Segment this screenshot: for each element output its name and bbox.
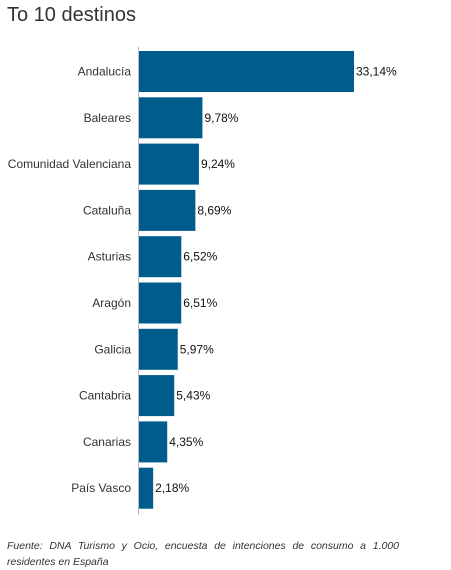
bar-galicia bbox=[139, 328, 178, 370]
value-label: 6,52% bbox=[183, 250, 217, 264]
bar-cantabria bbox=[139, 375, 175, 417]
value-label: 2,18% bbox=[155, 481, 189, 495]
category-label: Galicia bbox=[94, 342, 131, 356]
value-label: 8,69% bbox=[197, 203, 231, 217]
bar-comunidad-valenciana bbox=[139, 143, 199, 185]
value-label: 6,51% bbox=[183, 296, 217, 310]
bar-chart: Andalucía 33,14% Baleares 9,78% Comunidad Va… bbox=[8, 47, 397, 515]
bar-baleares bbox=[139, 97, 203, 139]
bar-pais-vasco bbox=[139, 467, 154, 509]
category-label: Baleares bbox=[84, 111, 131, 125]
bar-andalucia bbox=[139, 51, 354, 92]
value-label: 9,78% bbox=[204, 111, 238, 125]
category-label: Asturias bbox=[88, 250, 131, 264]
bar-aragon bbox=[139, 282, 182, 324]
chart-title: To 10 destinos bbox=[7, 4, 136, 26]
category-label: Aragón bbox=[92, 296, 131, 310]
value-label: 33,14% bbox=[356, 65, 397, 79]
bars-layer: Andalucía 33,14% Baleares 9,78% Comunidad Va… bbox=[8, 51, 397, 509]
category-label: Cataluña bbox=[83, 203, 131, 217]
bar-cataluna bbox=[139, 189, 196, 231]
value-label: 9,24% bbox=[201, 157, 235, 171]
category-label: Cantabria bbox=[79, 389, 131, 403]
bar-canarias bbox=[139, 421, 168, 463]
category-label: País Vasco bbox=[71, 481, 131, 495]
value-label: 5,43% bbox=[176, 389, 210, 403]
category-label: Andalucía bbox=[78, 65, 132, 79]
category-label: Canarias bbox=[83, 435, 131, 449]
value-label: 5,97% bbox=[180, 342, 214, 356]
category-label: Comunidad Valenciana bbox=[8, 157, 132, 171]
bar-asturias bbox=[139, 236, 182, 278]
value-label: 4,35% bbox=[169, 435, 203, 449]
source-footnote: Fuente: DNA Turismo y Ocio, encuesta de … bbox=[7, 540, 399, 568]
